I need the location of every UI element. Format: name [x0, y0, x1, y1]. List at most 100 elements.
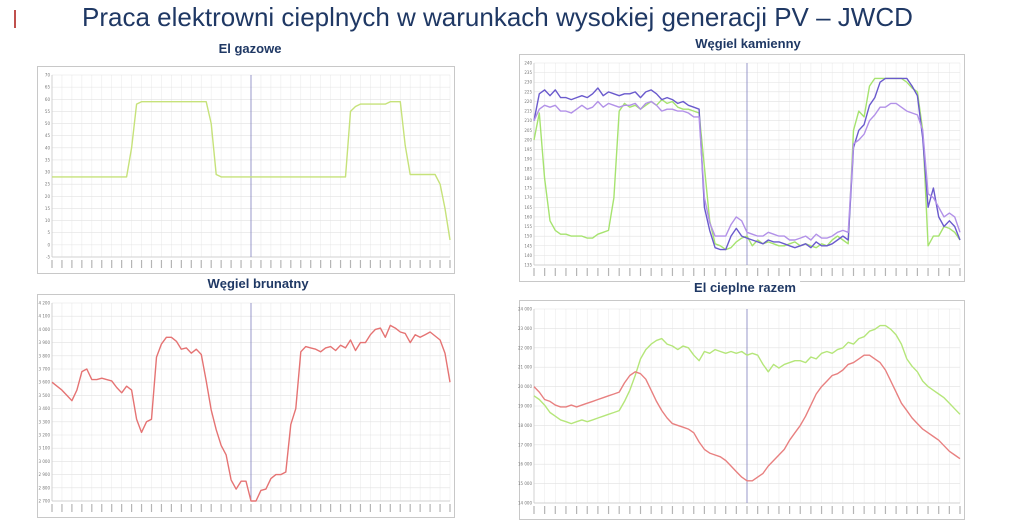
x-tick-label — [576, 268, 578, 276]
x-tick-label — [842, 268, 844, 276]
x-tick-label — [200, 504, 202, 512]
x-tick-label — [693, 506, 695, 514]
series-line — [533, 354, 961, 482]
x-tick-label — [190, 260, 192, 268]
x-tick-label — [544, 506, 546, 514]
x-tick-label — [789, 506, 791, 514]
x-tick-label — [938, 506, 940, 514]
x-tick-label — [586, 268, 588, 276]
x-tick-label — [91, 504, 93, 512]
y-tick-label: 3 400 — [39, 406, 51, 411]
y-tick-label: 200 — [524, 137, 532, 142]
y-tick-label: 23 000 — [518, 326, 532, 331]
chart-panel-lignite: 4 200 4 100 4 000 3 900 3 800 3 700 3 600 3 500… — [37, 294, 455, 518]
y-tick-label: 3 100 — [39, 446, 51, 451]
x-tick-label — [927, 268, 929, 276]
x-tick-label — [831, 506, 833, 514]
chart-title-gas: El gazowe — [214, 41, 286, 56]
x-tick-label — [927, 506, 929, 514]
x-tick-label — [399, 504, 401, 512]
series-line — [51, 324, 451, 502]
chart-panel-gas: 70 65 60 55 50 45 40 35 30 25 20 15 10 5 0 -5 — [37, 66, 455, 274]
x-tick-label — [419, 504, 421, 512]
y-tick-label: 17 000 — [518, 442, 532, 447]
x-tick-label — [544, 268, 546, 276]
y-tick-label: 14 000 — [518, 501, 532, 506]
x-tick-label — [61, 504, 63, 512]
y-tick-label: 3 800 — [39, 353, 51, 358]
x-tick-label — [300, 504, 302, 512]
y-tick-label: 225 — [524, 89, 532, 94]
x-tick-label — [389, 504, 391, 512]
x-tick-label — [554, 506, 556, 514]
x-tick-label — [565, 506, 567, 514]
x-tick-label — [111, 260, 113, 268]
x-tick-label — [906, 268, 908, 276]
x-tick-label — [310, 504, 312, 512]
x-tick-label — [895, 506, 897, 514]
chart-panel-heat-total: 24 000 23 000 22 000 21 000 20 000 19 000 18 0… — [518, 300, 965, 520]
x-tick-label — [842, 506, 844, 514]
x-tick-label — [51, 260, 53, 268]
x-tick-label — [639, 268, 642, 276]
x-tick-label — [449, 504, 451, 512]
x-tick-label — [140, 504, 143, 512]
y-tick-label: 135 — [524, 263, 532, 268]
x-tick-label — [121, 260, 123, 268]
x-tick-label — [230, 504, 232, 512]
x-tick-label — [906, 506, 908, 514]
x-tick-label — [160, 504, 163, 512]
y-tick-label: 175 — [524, 186, 532, 191]
x-tick-label — [852, 268, 855, 276]
x-tick-label — [131, 504, 133, 512]
series-line — [533, 77, 961, 251]
y-tick-label: 4 100 — [39, 314, 51, 319]
x-tick-label — [533, 506, 535, 514]
y-tick-label: 25 — [45, 182, 51, 187]
y-tick-label: 40 — [45, 145, 51, 150]
x-tick-label — [160, 260, 163, 268]
x-tick-label — [714, 268, 716, 276]
x-tick-label — [671, 268, 674, 276]
x-tick-label — [260, 504, 262, 512]
x-tick-label — [959, 506, 961, 514]
x-tick-label — [938, 268, 940, 276]
x-tick-label — [799, 506, 801, 514]
chart-panel-hard-coal: 240 235 230 225 220 215 210 205 200 195 190 185 180 1… — [519, 54, 965, 282]
y-tick-label: 65 — [45, 85, 51, 90]
x-tick-label — [359, 260, 362, 268]
x-tick-label — [767, 506, 769, 514]
y-tick-label: 70 — [45, 73, 51, 78]
x-tick-label — [71, 260, 73, 268]
chart-lignite: 4 200 4 100 4 000 3 900 3 800 3 700 3 600 3 500… — [39, 301, 451, 512]
y-tick-label: 2 700 — [39, 499, 51, 504]
x-tick-label — [820, 268, 823, 276]
x-tick-label — [409, 504, 411, 512]
x-tick-label — [270, 260, 272, 268]
x-tick-label — [369, 504, 371, 512]
page-title: Praca elektrowni cieplnych w warunkach w… — [82, 2, 913, 32]
x-tick-label — [250, 260, 252, 268]
x-tick-label — [810, 268, 812, 276]
x-tick-label — [320, 504, 322, 512]
y-tick-label: 3 200 — [39, 433, 51, 438]
x-tick-label — [399, 260, 401, 268]
y-tick-label: 15 000 — [518, 481, 532, 486]
x-tick-label — [330, 504, 332, 512]
x-tick-label — [948, 268, 950, 276]
y-tick-label: 35 — [45, 157, 51, 162]
x-tick-label — [210, 260, 212, 268]
title-accent-bar — [14, 10, 16, 28]
x-tick-label — [554, 268, 556, 276]
y-tick-label: 230 — [524, 80, 532, 85]
x-tick-label — [270, 504, 272, 512]
y-tick-label: 180 — [524, 176, 532, 181]
chart-title-heat-total: El cieplne razem — [690, 280, 800, 295]
x-tick-label — [703, 506, 705, 514]
y-tick-label: 24 000 — [518, 307, 532, 312]
x-tick-label — [150, 504, 153, 512]
y-tick-label: 20 — [45, 194, 51, 199]
x-tick-label — [290, 504, 292, 512]
y-tick-label: 60 — [45, 97, 51, 102]
x-tick-label — [778, 268, 780, 276]
